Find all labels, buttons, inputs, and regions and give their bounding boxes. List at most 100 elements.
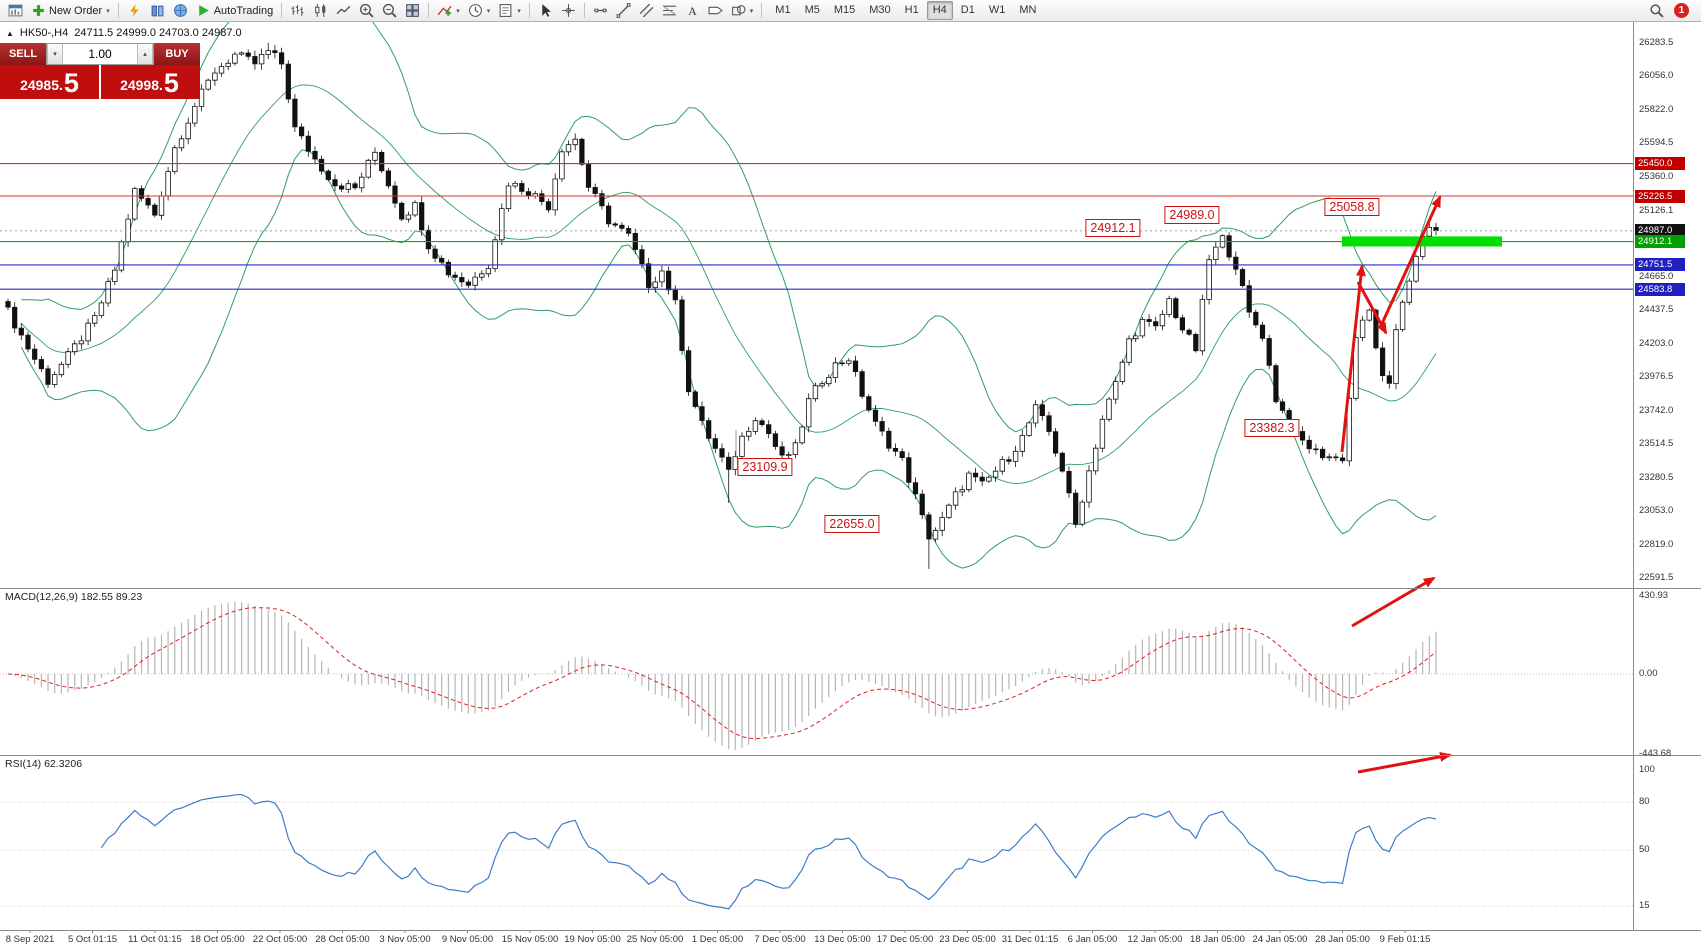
time-axis-label: 15 Nov 05:00 [501,934,559,945]
search-button[interactable] [1645,0,1668,21]
indicators-icon [437,5,452,16]
timeframe-m5-button[interactable]: M5 [804,4,820,16]
timeframe-group: M1 M5 M15 M30 H1 H4 D1 W1 MN [768,1,1043,20]
timeframe-m1-button[interactable]: M1 [775,4,791,16]
symbol-ohlc: 24711.5 24999.0 24703.0 24987.0 [74,27,242,39]
price-level-label: 24751.5 [1635,258,1685,272]
price-axis-tick: 24437.5 [1639,304,1674,316]
symbol-name: HK50-,H4 [19,27,69,39]
fibonacci-button[interactable] [658,0,681,21]
market-watch-button[interactable] [146,0,169,21]
expert-advisors-button[interactable] [123,0,146,21]
volume-decrease-button[interactable]: ▾ [47,44,63,64]
crosshair-button[interactable] [557,0,580,21]
caret-down-icon: ▾ [456,7,460,15]
toolbar-separator [117,3,119,18]
trend-arrow[interactable] [1357,751,1452,774]
sell-price[interactable]: 24985. 5 [0,65,99,99]
trend-arrow[interactable] [1378,195,1442,329]
highlight-zone[interactable] [1342,236,1502,247]
price-annotation[interactable]: 23382.3 [1244,419,1300,437]
label-tool-button[interactable] [704,0,727,21]
caret-down-icon: ▾ [749,7,754,15]
time-axis-label: 25 Nov 05:00 [626,934,684,945]
bar-chart-button[interactable] [286,0,309,21]
time-axis-label: 13 Dec 05:00 [814,934,871,945]
toolbar: New Order ▾ AutoTrading ▾ ▾ ▾ A ▾ M1 M5 M15 M30 H1 H4… [0,0,1701,22]
price-annotation[interactable]: 25058.8 [1324,198,1380,216]
fibonacci-icon [662,5,677,16]
price-axis-tick: 22819.0 [1639,539,1674,551]
new-order-button[interactable]: New Order ▾ [27,0,114,21]
price-annotation[interactable]: 24989.0 [1164,206,1220,224]
time-axis-label: 1 Dec 05:00 [691,934,744,945]
shapes-icon [731,5,746,16]
trend-arrow[interactable] [1340,264,1366,453]
zoom-in-button[interactable] [355,0,378,21]
macd-histogram [14,602,1437,750]
price-axis-tick: 23514.5 [1639,438,1674,450]
price-annotation[interactable]: 23109.9 [737,458,793,476]
periods-button[interactable]: ▾ [464,0,495,21]
timeframe-m30-button[interactable]: M30 [869,4,891,16]
macd-axis-tick: -443.68 [1639,748,1672,760]
caret-down-icon: ▾ [486,7,491,15]
price-annotation[interactable]: 22655.0 [824,515,880,533]
candlestick-chart-button[interactable] [309,0,332,21]
timeframe-w1-button[interactable]: W1 [988,4,1006,16]
price-scale[interactable]: 26283.5 26056.0 25822.0 25594.5 25360.0 25126… [1634,0,1701,947]
buy-price[interactable]: 24998. 5 [99,65,198,99]
timeframe-d1-button[interactable]: D1 [960,4,975,16]
cursor-button[interactable] [534,0,557,21]
time-axis-label: 6 Jan 05:00 [1067,934,1118,945]
time-axis-label: 5 Oct 01:15 [67,934,118,945]
new-order-icon [33,5,44,16]
templates-icon [499,4,512,17]
bollinger-lower-band [20,149,1437,569]
community-button[interactable] [169,0,192,21]
text-tool-button[interactable]: A [681,0,704,21]
shapes-button[interactable]: ▾ [727,0,758,21]
channel-button[interactable] [635,0,658,21]
time-axis[interactable]: 8 Sep 2021 5 Oct 01:15 11 Oct 01:15 18 Oct … [0,930,1701,947]
buy-button[interactable]: BUY [154,43,200,65]
sell-button[interactable]: SELL [0,43,46,65]
horizontal-line-button[interactable] [589,0,612,21]
price-axis-tick: 24203.0 [1639,338,1674,350]
rsi-label: RSI(14) 62.3206 [5,758,83,770]
time-axis-label: 17 Dec 05:00 [876,934,934,945]
timeframe-mn-button[interactable]: MN [1019,4,1037,16]
timeframe-h4-button[interactable]: H4 [926,1,953,20]
timeframe-m15-button[interactable]: M15 [833,4,856,16]
toolbar-separator [428,3,430,18]
price-axis-tick: 25126.1 [1639,204,1674,216]
zoom-out-icon [383,3,397,18]
line-chart-icon [336,5,351,15]
volume-input[interactable]: 1.00 [88,47,112,61]
notification-badge[interactable]: 1 [1674,3,1689,18]
channel-icon [639,3,654,18]
search-icon [1650,4,1664,18]
trend-arrow[interactable] [1351,576,1436,628]
line-chart-button[interactable] [332,0,355,21]
price-annotation[interactable]: 24912.1 [1085,219,1141,237]
volume-increase-button[interactable]: ▴ [137,44,153,64]
rsi-axis-tick: 50 [1639,844,1650,855]
time-axis-label: 9 Feb 01:15 [1379,934,1431,945]
chart-window-button[interactable] [4,0,27,21]
market-watch-icon [151,5,164,17]
new-order-button-label: New Order [49,4,103,17]
timeframe-h1-button[interactable]: H1 [904,4,919,16]
chart-window-icon [8,4,23,17]
buy-price-small: 24998. [120,77,163,93]
trendline-button[interactable] [612,0,635,21]
templates-button[interactable]: ▾ [494,0,525,21]
candlestick-chart-icon [315,4,326,17]
autotrading-button[interactable]: AutoTrading [192,0,278,21]
indicators-button[interactable]: ▾ [433,0,464,21]
zoom-out-button[interactable] [378,0,401,21]
periods-icon [468,4,482,17]
expert-advisors-icon [129,4,139,17]
tile-windows-button[interactable] [401,0,424,21]
